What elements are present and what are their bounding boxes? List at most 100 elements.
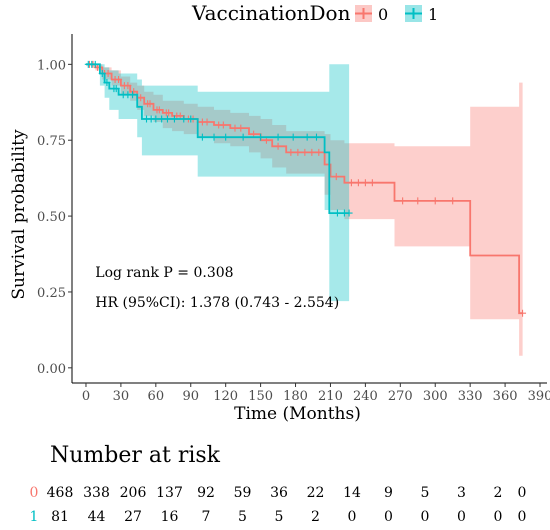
x-tick-label: 360 [493, 389, 518, 404]
risk-cell: 9 [384, 485, 393, 501]
censor-mark-1-17 [187, 115, 195, 123]
legend-label-0: 0 [378, 5, 388, 24]
risk-row-label-0: 0 [30, 485, 39, 501]
x-tick-label: 30 [113, 389, 130, 404]
x-tick-label: 60 [148, 389, 165, 404]
ci-band-0 [86, 64, 523, 356]
x-tick-label: 210 [318, 389, 343, 404]
censor-mark-1-19 [210, 133, 218, 141]
censor-mark-0-8 [124, 82, 132, 90]
risk-row-label-1: 1 [30, 509, 39, 525]
censor-mark-0-6 [115, 76, 123, 84]
risk-cell: 0 [518, 485, 527, 501]
censor-mark-0-38 [361, 179, 369, 187]
annotation-1: HR (95%CI): 1.378 (0.743 - 2.554) [95, 295, 339, 311]
risk-cell: 468 [47, 485, 74, 501]
risk-cell: 0 [494, 509, 503, 525]
censor-mark-1-3 [98, 69, 106, 77]
risk-cell: 5 [238, 509, 247, 525]
risk-cell: 59 [234, 485, 252, 501]
risk-cell: 0 [421, 509, 430, 525]
risk-cell: 5 [421, 485, 430, 501]
risk-table-title: Number at risk [50, 443, 221, 468]
x-tick-label: 150 [248, 389, 273, 404]
censor-mark-1-4 [103, 79, 111, 87]
risk-cell: 22 [307, 485, 325, 501]
y-tick-label: 1.00 [37, 58, 66, 73]
censor-mark-1-23 [274, 133, 282, 141]
x-tick-label: 390 [528, 389, 550, 404]
y-tick-label: 0.50 [37, 210, 66, 225]
censor-mark-0-44 [519, 309, 527, 317]
censor-mark-1-26 [312, 133, 320, 141]
legend-title: VaccinationDon [191, 1, 351, 25]
y-tick-label: 0.00 [37, 362, 66, 377]
censor-mark-1-29 [345, 209, 353, 217]
series-1 [84, 60, 353, 217]
censor-mark-0-26 [237, 124, 245, 132]
risk-cell: 0 [384, 509, 393, 525]
risk-cell: 44 [88, 509, 106, 525]
censor-mark-1-15 [170, 115, 178, 123]
risk-cell: 5 [275, 509, 284, 525]
censor-mark-0-36 [347, 179, 355, 187]
x-tick-label: 120 [213, 389, 238, 404]
censor-mark-1-21 [239, 133, 247, 141]
risk-cell: 92 [197, 485, 215, 501]
censor-mark-0-10 [137, 94, 145, 102]
censor-mark-1-2 [91, 60, 99, 68]
censor-mark-1-14 [163, 115, 171, 123]
censor-mark-1-20 [222, 133, 230, 141]
censor-mark-0-39 [368, 179, 376, 187]
censor-mark-1-6 [112, 85, 120, 93]
risk-cell: 36 [270, 485, 288, 501]
censor-mark-0-35 [332, 173, 340, 181]
risk-cell: 338 [83, 485, 110, 501]
censor-mark-0-43 [449, 197, 457, 205]
censor-mark-0-30 [287, 148, 295, 156]
censor-mark-1-24 [289, 133, 297, 141]
risk-cell: 7 [202, 509, 211, 525]
censor-mark-1-27 [333, 209, 341, 217]
risk-cell: 0 [518, 509, 527, 525]
risk-cell: 0 [348, 509, 357, 525]
risk-cell: 27 [124, 509, 142, 525]
censor-mark-0-12 [146, 100, 154, 108]
legend-label-1: 1 [428, 5, 438, 24]
risk-cell: 81 [51, 509, 69, 525]
y-tick-label: 0.75 [37, 134, 66, 149]
risk-cell: 2 [311, 509, 320, 525]
annotation-0: Log rank P = 0.308 [95, 265, 233, 281]
censor-mark-0-33 [308, 148, 316, 156]
x-tick-label: 240 [353, 389, 378, 404]
x-tick-label: 0 [82, 389, 90, 404]
censor-mark-0-32 [301, 148, 309, 156]
ci-band-1 [86, 64, 350, 302]
censor-mark-0-31 [294, 148, 302, 156]
risk-cell: 14 [343, 485, 361, 501]
censor-mark-1-25 [303, 133, 311, 141]
x-tick-label: 330 [458, 389, 483, 404]
censor-mark-1-16 [180, 115, 188, 123]
censor-mark-0-34 [315, 148, 323, 156]
censor-mark-0-42 [431, 197, 439, 205]
censor-mark-0-40 [399, 197, 407, 205]
censor-mark-0-16 [165, 109, 173, 117]
censor-mark-1-18 [198, 133, 206, 141]
x-axis-label: Time (Months) [234, 404, 361, 424]
legend: VaccinationDon 0 1 [191, 1, 438, 25]
x-tick-label: 300 [423, 389, 448, 404]
risk-cell: 137 [156, 485, 183, 501]
censor-mark-1-22 [257, 133, 265, 141]
y-axis-label: Survival probability [9, 129, 29, 300]
x-tick-label: 270 [388, 389, 413, 404]
censor-mark-1-9 [129, 91, 137, 99]
confidence-bands [86, 64, 523, 356]
y-tick-label: 0.25 [37, 286, 66, 301]
censor-mark-0-41 [414, 197, 422, 205]
risk-cell: 2 [494, 485, 503, 501]
censor-mark-0-29 [274, 142, 282, 150]
risk-cell: 0 [457, 509, 466, 525]
censor-mark-0-14 [155, 106, 163, 114]
